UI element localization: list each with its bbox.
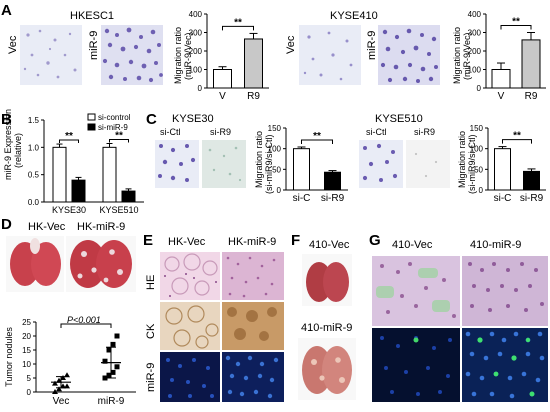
cell-line-kyse410: KYSE410	[330, 10, 378, 22]
panel-letter-e: E	[143, 232, 154, 249]
fluorescence-mir9-vec	[160, 352, 220, 402]
nuclei-texture	[380, 336, 452, 396]
lung-photo-d-mir	[66, 236, 136, 292]
title-e-mir: HK-miR-9	[228, 236, 277, 248]
histology-ck-vec	[160, 302, 220, 350]
panel-letter-c: C	[146, 111, 157, 128]
invasion-cells-sparse	[23, 29, 77, 79]
invasion-image-kyse30-r9	[202, 140, 246, 188]
ylabel-b-1: miR-9 Expression	[3, 108, 13, 180]
ylabel-a-right-1: Migration ratio	[452, 26, 462, 84]
mir-label-a-right: miR-9	[366, 30, 378, 60]
row-label-he: HE	[145, 274, 157, 290]
invasion-image-kyse510-ctl	[359, 140, 403, 188]
si-r9-label-c-left: si-R9	[210, 127, 232, 137]
nuclei-texture	[465, 331, 545, 399]
tissue-texture	[376, 262, 456, 318]
invasion-image-kyse410-mir9	[378, 25, 440, 85]
row-label-mir9: miR-9	[145, 362, 157, 392]
panel-letter-d: D	[1, 216, 12, 233]
lung-icon	[306, 262, 349, 302]
cell-line-kyse30: KYSE30	[172, 113, 214, 125]
histology-he-vec	[160, 252, 220, 300]
si-ctl-label-c-right: si-Ctl	[366, 127, 387, 137]
title-f-vec: 410-Vec	[309, 239, 350, 251]
ylabel-c-right-1: Migration ratio	[457, 130, 467, 188]
invasion-cells-dense	[362, 143, 398, 182]
histology-ck-mir	[222, 302, 284, 350]
panel-letter-b: B	[1, 111, 12, 128]
invasion-cells-sparse	[303, 31, 353, 81]
tissue-texture	[226, 256, 276, 298]
fluorescence-mir9-mir	[222, 352, 284, 402]
ylabel-c-right-2: (si-miR9/si-Ctl)	[467, 134, 477, 195]
invasion-image-hkesc1-vec	[20, 25, 82, 85]
cell-line-kyse510: KYSE510	[375, 113, 423, 125]
title-g-vec: 410-Vec	[392, 239, 433, 251]
histology-g-vec	[372, 256, 460, 326]
title-d-vec: HK-Vec	[28, 221, 66, 233]
invasion-cells-sparse	[414, 152, 438, 178]
row-label-ck: CK	[145, 323, 157, 339]
tissue-texture	[468, 262, 544, 312]
title-d-mir: HK-miR-9	[77, 221, 126, 233]
ylabel-b-2: (relative)	[13, 132, 23, 168]
ylabel-c-left-2: (si-miR9/si-Ctl)	[264, 134, 274, 195]
cell-line-hkesc1: HKESC1	[70, 10, 115, 22]
invasion-cells-dense	[380, 28, 438, 83]
tissue-texture	[227, 307, 277, 341]
nuclei-texture	[166, 358, 214, 398]
lung-icon	[70, 240, 132, 288]
tissue-texture	[164, 253, 218, 297]
invasion-image-kyse510-r9	[406, 140, 450, 188]
lung-photo-f-mir	[298, 338, 356, 400]
panel-letter-f: F	[291, 232, 301, 249]
invasion-cells-dense	[158, 144, 196, 182]
panel-letter-a: A	[1, 2, 12, 19]
panel-letter-g: G	[369, 232, 381, 249]
tissue-texture	[165, 305, 219, 349]
histology-g-mir	[462, 256, 548, 326]
fluorescence-g-mir	[462, 328, 548, 402]
lung-photo-f-vec	[302, 254, 352, 306]
vec-label-a-right: Vec	[285, 35, 297, 54]
pvalue-d: P<0.001	[67, 315, 101, 325]
invasion-cells-sparse	[208, 146, 242, 182]
si-ctl-label-c-left: si-Ctl	[160, 127, 181, 137]
invasion-image-hkesc1-mir9	[101, 25, 163, 85]
lung-photo-d-vec	[6, 236, 64, 292]
lung-icon	[10, 238, 61, 286]
histology-he-mir	[222, 252, 284, 300]
invasion-image-kyse30-ctl	[155, 140, 199, 188]
invasion-image-kyse410-vec	[299, 25, 361, 85]
title-e-vec: HK-Vec	[168, 236, 206, 248]
fluorescence-g-vec	[372, 328, 460, 402]
invasion-cells-dense	[102, 27, 163, 83]
title-g-mir: 410-miR-9	[470, 239, 522, 251]
ylabel-c-left-1: Migration ratio	[254, 130, 264, 188]
nuclei-texture	[225, 355, 279, 399]
si-r9-label-c-right: si-R9	[414, 127, 436, 137]
title-f-mir: 410-miR-9	[301, 322, 353, 334]
ylabel-a-right-2: (miR-9/Vec)	[462, 32, 472, 80]
lung-icon	[302, 346, 352, 394]
